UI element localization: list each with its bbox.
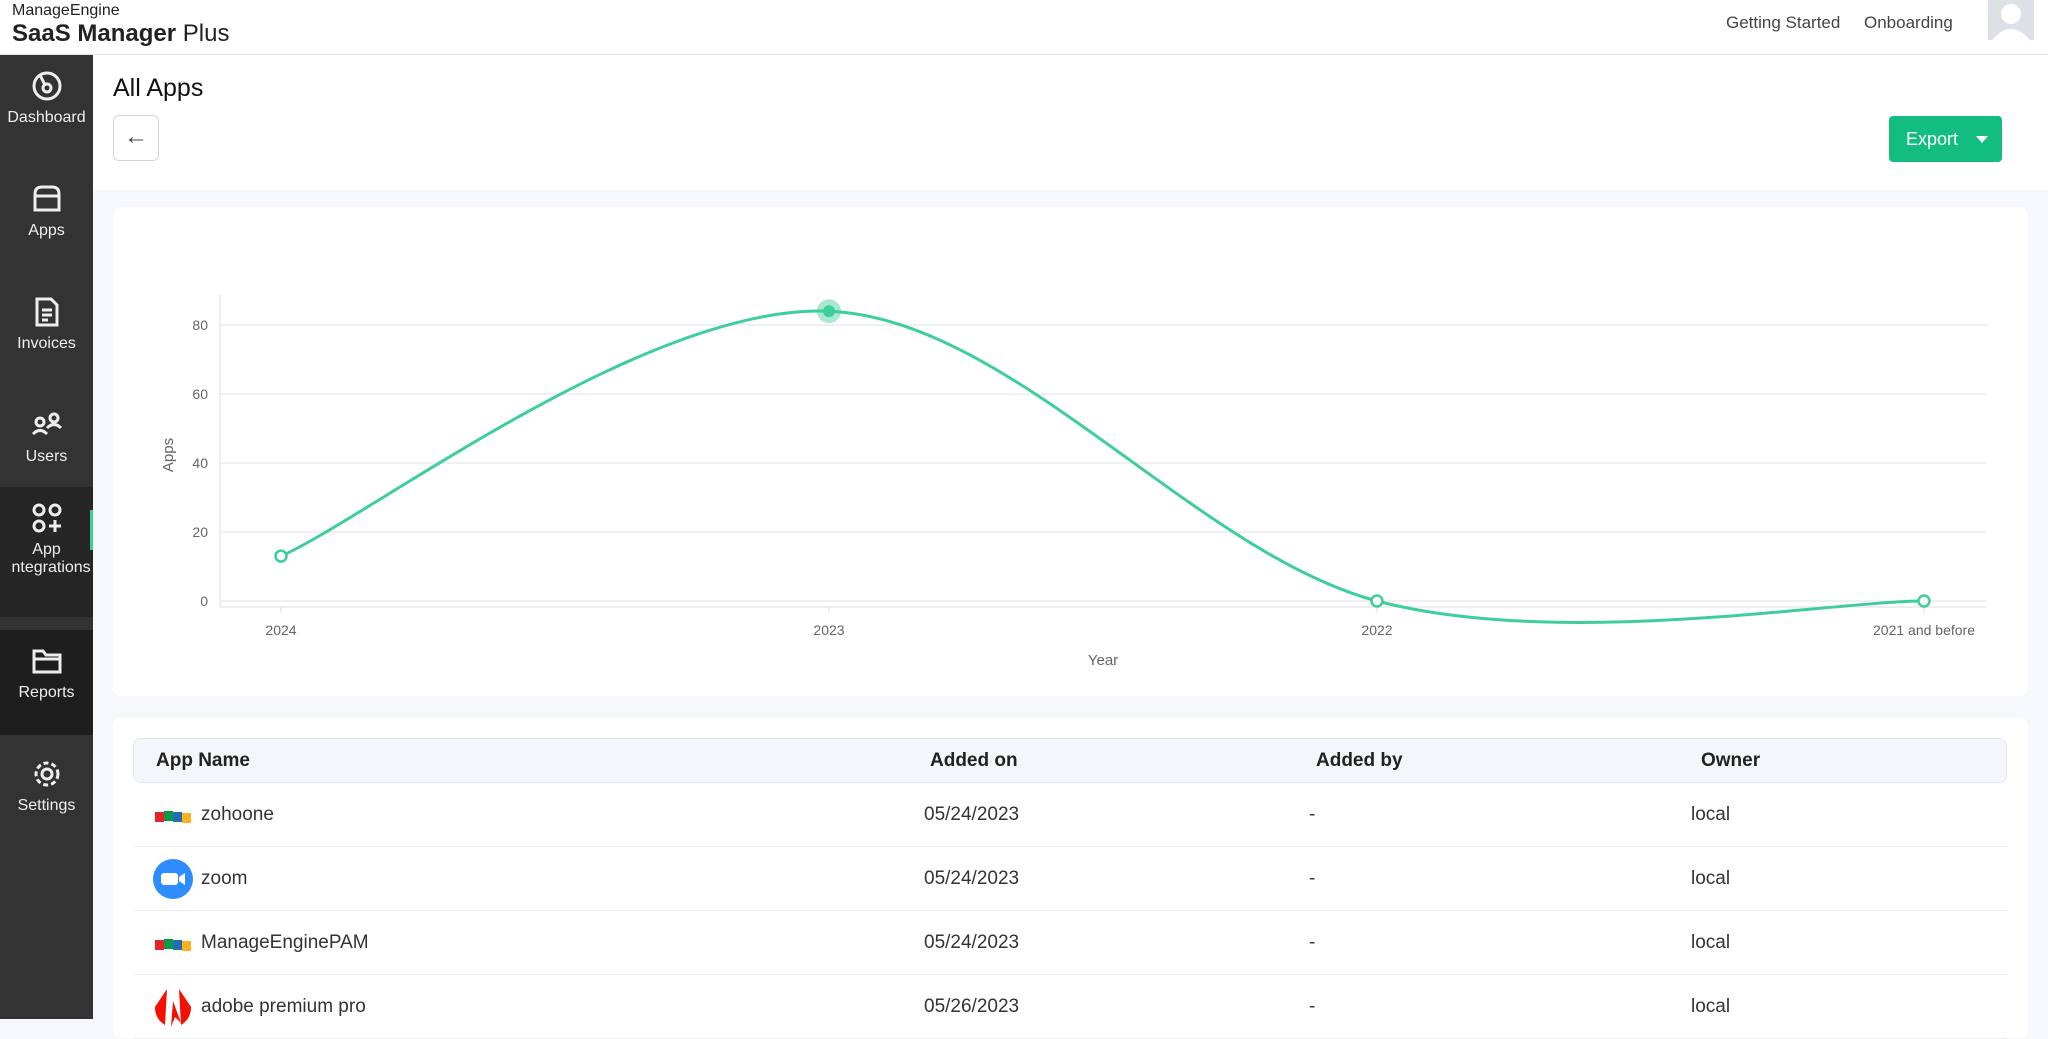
added-on: 05/24/2023	[924, 804, 1020, 825]
column-app-name[interactable]: App Name	[156, 750, 250, 771]
series-line	[280, 309, 1925, 624]
column-owner[interactable]: Owner	[1701, 750, 1761, 771]
invoice-icon	[35, 297, 58, 327]
app-name[interactable]: zohoone	[201, 804, 274, 825]
sidebar-label: Dashboard	[7, 109, 86, 126]
owner: local	[1691, 868, 1731, 889]
added-on: 05/24/2023	[924, 868, 1020, 889]
sidebar-label: App ntegrations	[11, 541, 91, 576]
page-title: All Apps	[113, 74, 204, 102]
brand-name: ManageEngine	[12, 2, 120, 19]
table-row[interactable]: adobe premium pro 05/26/2023 - local	[133, 975, 2007, 1039]
column-added-by[interactable]: Added by	[1316, 750, 1403, 771]
onboarding-link[interactable]: Onboarding	[1864, 13, 1953, 32]
data-point	[1917, 594, 1931, 608]
y-tick-label: 0	[200, 593, 208, 609]
apps-by-year-chart: 0 20 40 60 80 2024 2023 2022 2021 and before Year…	[160, 295, 1987, 669]
zoom-icon	[153, 859, 193, 905]
y-axis-title: Apps	[160, 438, 177, 472]
sidebar-label: Reports	[18, 684, 75, 701]
y-tick-label: 80	[192, 317, 208, 333]
sidebar-label: Apps	[28, 222, 65, 239]
users-icon	[31, 412, 62, 436]
data-point	[274, 549, 288, 563]
added-by: -	[1309, 996, 1316, 1017]
dashboard-icon	[32, 71, 61, 101]
app-name[interactable]: ManageEnginePAM	[201, 932, 369, 953]
chart-card	[113, 207, 2028, 696]
owner: local	[1691, 932, 1731, 953]
sidebar-label: Users	[25, 448, 68, 465]
product-light: Plus	[182, 20, 230, 47]
x-axis-title: Year	[1088, 652, 1118, 669]
x-tick-label: 2024	[265, 622, 296, 638]
app-name[interactable]: adobe premium pro	[201, 996, 366, 1017]
data-point	[823, 305, 835, 318]
sidebar-item-invoices[interactable]: Invoices	[0, 281, 93, 386]
getting-started-link[interactable]: Getting Started	[1726, 13, 1841, 32]
column-added-on[interactable]: Added on	[930, 750, 1018, 771]
data-point	[1370, 594, 1384, 608]
x-tick-label: 2022	[1361, 622, 1392, 638]
table-row[interactable]: ManageEnginePAM 05/24/2023 - local	[133, 911, 2007, 975]
sidebar-label: Invoices	[17, 335, 76, 352]
added-on: 05/26/2023	[924, 996, 1020, 1017]
sidebar-item-app-integrations[interactable]: App ntegrations	[0, 487, 93, 617]
sidebar-item-settings[interactable]: Settings	[0, 743, 93, 848]
product-bold: SaaS Manager	[12, 20, 177, 47]
chevron-down-icon[interactable]	[1976, 136, 1988, 143]
added-by: -	[1309, 868, 1316, 889]
active-indicator	[90, 510, 93, 550]
folder-icon	[32, 649, 61, 674]
table-row[interactable]: zoom 05/24/2023 - local	[133, 847, 2007, 911]
y-tick-label: 20	[192, 524, 208, 540]
zoho-icon	[155, 808, 191, 830]
zoho-icon	[155, 936, 191, 958]
y-tick-label: 60	[192, 386, 208, 402]
top-bar: ManageEngine SaaS Manager Plus Getting S…	[0, 0, 2048, 55]
sidebar-label: Settings	[17, 797, 76, 814]
sidebar-item-users[interactable]: Users	[0, 394, 93, 499]
export-label: Export	[1906, 129, 1959, 149]
product-name[interactable]: SaaS Manager Plus	[12, 20, 229, 48]
app-name[interactable]: zoom	[201, 868, 248, 889]
owner: local	[1691, 804, 1731, 825]
export-button[interactable]: Export	[1889, 116, 2002, 162]
avatar[interactable]	[1988, 0, 2034, 40]
sidebar: Dashboard Apps Invoices Users App ntegra…	[0, 55, 93, 1019]
sidebar-item-apps[interactable]: Apps	[0, 168, 93, 273]
added-by: -	[1309, 804, 1316, 825]
added-by: -	[1309, 932, 1316, 953]
table-row[interactable]: zohoone 05/24/2023 - local	[133, 783, 2007, 847]
table-header: App Name Added on Added by Owner	[133, 738, 2007, 783]
adobe-icon	[153, 987, 193, 1033]
sidebar-item-reports[interactable]: Reports	[0, 630, 93, 735]
x-tick-label: 2021 and before	[1873, 622, 1975, 638]
gear-icon	[34, 761, 59, 787]
sidebar-item-dashboard[interactable]: Dashboard	[0, 55, 93, 160]
owner: local	[1691, 996, 1731, 1017]
y-tick-label: 40	[192, 455, 208, 471]
integrations-icon	[32, 503, 61, 533]
back-button[interactable]: ←	[113, 115, 159, 161]
page-header-background	[93, 55, 2048, 190]
x-tick-label: 2023	[813, 622, 844, 638]
added-on: 05/24/2023	[924, 932, 1020, 953]
store-icon	[33, 185, 60, 212]
